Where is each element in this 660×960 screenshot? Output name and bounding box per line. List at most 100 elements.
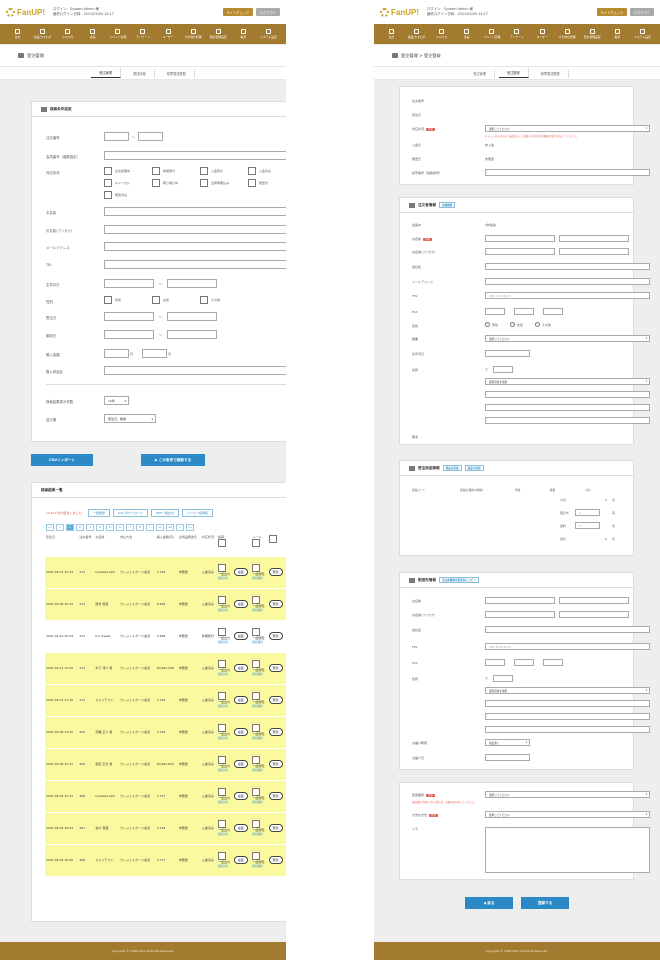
fax2-input[interactable] [514, 308, 534, 315]
tab-order-register[interactable]: 受注登録 [498, 68, 529, 78]
mail-checkbox[interactable] [252, 788, 261, 796]
tab-history[interactable]: 帳票発送履歴 [533, 68, 569, 78]
page-link[interactable]: 6 [116, 524, 124, 531]
pdf-link[interactable]: 個別出力 [217, 673, 229, 676]
ship-button[interactable]: 発送 [268, 568, 283, 576]
pdf-link[interactable]: 個別出力 [217, 641, 229, 644]
last-name-input[interactable] [485, 235, 555, 242]
amount-to-input[interactable] [142, 349, 167, 358]
nav-item-5[interactable]: アンケート [507, 29, 526, 39]
page-link[interactable]: 11 [156, 524, 164, 531]
select-all-checkbox[interactable] [252, 539, 261, 547]
mail-checkbox[interactable] [252, 564, 261, 572]
bulk-button-2[interactable]: PDF一括出力 [151, 509, 179, 517]
status-checkbox-3[interactable]: 入金済み [248, 167, 271, 175]
ship-address2-input[interactable] [485, 713, 650, 720]
birthday-from-input[interactable] [104, 279, 154, 288]
table-row[interactable]: 2021-04-05 22:41 268 kiyataka test クレジットカード… [45, 779, 286, 812]
ship-last-kana-input[interactable] [485, 611, 555, 618]
pdf-checkbox[interactable] [217, 788, 226, 796]
gender-checkbox-2[interactable]: その他 [200, 296, 220, 304]
nav-item-4[interactable]: イベント管理 [108, 29, 127, 39]
order-no-from-input[interactable] [104, 132, 129, 141]
bulk-button-3[interactable]: メール一括通知 [181, 509, 213, 517]
gender-radio-2[interactable]: その他 [535, 322, 551, 327]
checkbox[interactable] [200, 296, 208, 304]
product-input[interactable] [104, 366, 286, 375]
select-all-checkbox[interactable] [268, 535, 277, 543]
edit-button[interactable]: 編集 [234, 824, 249, 832]
logout-button[interactable]: ログアウト [256, 8, 280, 16]
fanup-logo[interactable]: FanUP! [6, 7, 45, 17]
delivery-date-input[interactable] [485, 754, 530, 761]
status-select[interactable]: 選択してください [485, 125, 650, 132]
ship-button[interactable]: 発送 [268, 824, 283, 832]
gender-radio-1[interactable]: 女性 [510, 322, 523, 327]
last-kana-input[interactable] [485, 248, 555, 255]
page-link[interactable]: << [46, 524, 54, 531]
ship-button[interactable]: 発送 [268, 728, 283, 736]
mail-checkbox[interactable] [252, 596, 261, 604]
pdf-link[interactable]: 個別出力 [217, 705, 229, 708]
edit-button[interactable]: 編集 [234, 632, 249, 640]
ship-first-name-input[interactable] [559, 597, 629, 604]
mail-link[interactable]: 個別通知 [252, 577, 263, 580]
mail-checkbox[interactable] [252, 628, 261, 636]
company-input[interactable] [485, 263, 650, 270]
nav-item-3[interactable]: 会員 [457, 29, 476, 39]
ship-last-name-input[interactable] [485, 597, 555, 604]
checkbox[interactable] [248, 167, 256, 175]
nav-item-5[interactable]: アンケート [133, 29, 152, 39]
order-date-to-input[interactable] [167, 312, 217, 321]
site-check-button[interactable]: サイトチェック [596, 8, 628, 16]
ship-company-input[interactable] [485, 626, 650, 633]
status-checkbox-0[interactable]: 注文処理中 [104, 167, 130, 175]
checkbox[interactable] [104, 179, 112, 187]
nav-item-4[interactable]: イベント管理 [482, 29, 501, 39]
nav-item-6[interactable]: ユーザー [533, 29, 552, 39]
nav-item-2[interactable]: メルマガ [58, 29, 77, 39]
ship-button[interactable]: 発送 [268, 664, 283, 672]
pdf-link[interactable]: 個別出力 [217, 801, 229, 804]
fax3-input[interactable] [543, 308, 563, 315]
table-row[interactable]: 2021-04-10 10:54 272 hoi rtewer クレジットカード決済 2… [45, 619, 286, 652]
edit-button[interactable]: 編集 [234, 664, 249, 672]
page-link[interactable]: 12 [166, 524, 174, 531]
pdf-checkbox[interactable] [217, 628, 226, 636]
status-checkbox-5[interactable]: 取り寄せ中 [152, 179, 178, 187]
table-row[interactable]: 2021-04-05 16:40 266 ミドリテスト クレジットカード決済 3,777… [45, 843, 286, 876]
per-page-select[interactable]: 10件 [104, 396, 129, 405]
mail-link[interactable]: 個別通知 [252, 769, 263, 772]
birthday-to-input[interactable] [167, 279, 217, 288]
status-checkbox-6[interactable]: 出荷準備込み [200, 179, 229, 187]
order-no-to-input[interactable] [138, 132, 163, 141]
mail-link[interactable]: 個別通知 [252, 609, 263, 612]
radio[interactable] [535, 322, 540, 327]
mail-checkbox[interactable] [252, 692, 261, 700]
email-input[interactable] [485, 278, 650, 285]
edit-button[interactable]: 編集 [234, 696, 249, 704]
register-button[interactable]: 登録する [521, 897, 569, 909]
edit-button[interactable]: 編集 [234, 600, 249, 608]
member-search-button[interactable]: 会員検索 [438, 202, 456, 208]
nav-item-3[interactable]: 会員 [83, 29, 102, 39]
tel-input[interactable]: 000-1234-5678 [485, 292, 650, 299]
fax1-input[interactable] [485, 308, 505, 315]
name-input[interactable] [104, 207, 286, 216]
sort-select[interactable]: 受注日：降順 [104, 414, 156, 423]
checkbox[interactable] [152, 296, 160, 304]
ship-button[interactable]: 発送 [268, 792, 283, 800]
address1-input[interactable] [485, 391, 650, 398]
nav-item-1[interactable]: 商品/カタログ [33, 29, 52, 39]
page-link[interactable]: 5 [106, 524, 114, 531]
fanup-logo[interactable]: FanUP! [380, 7, 419, 17]
gender-checkbox-1[interactable]: 女性 [152, 296, 169, 304]
search-button[interactable]: ▶ この条件で検索する [141, 454, 205, 466]
pdf-link[interactable]: 個別出力 [217, 833, 229, 836]
nav-item-9[interactable]: 帳票 [234, 29, 253, 39]
page-link[interactable]: 2 [76, 524, 84, 531]
page-link[interactable]: > [176, 524, 184, 531]
nav-item-2[interactable]: メルマガ [432, 29, 451, 39]
page-link[interactable]: 4 [96, 524, 104, 531]
page-link[interactable]: 8 [136, 524, 144, 531]
